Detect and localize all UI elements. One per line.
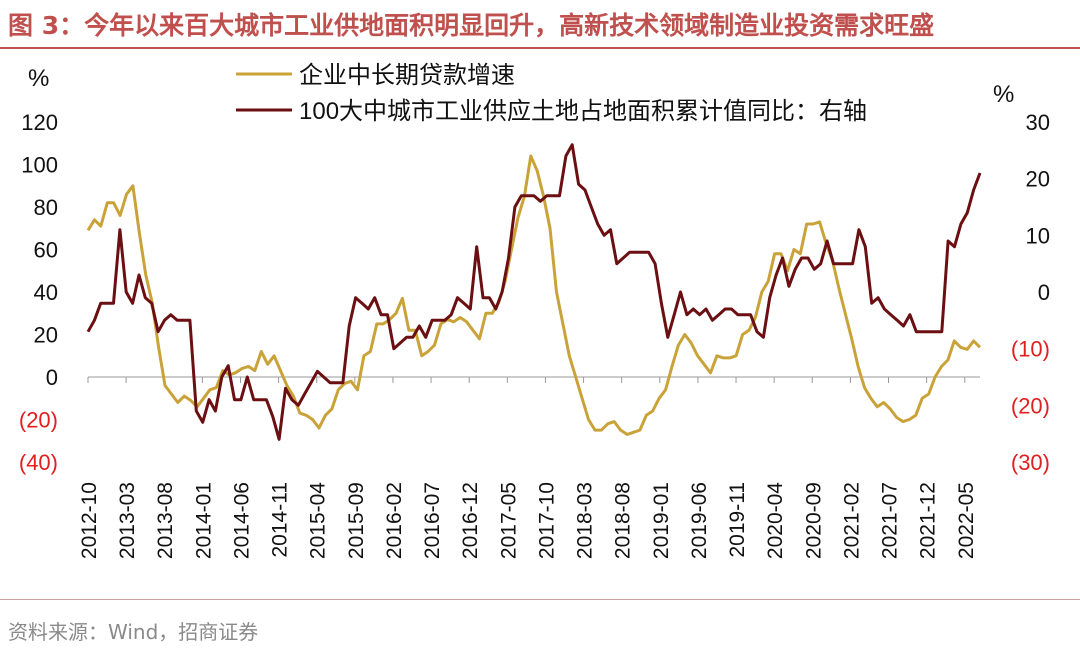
source-note: 资料来源：Wind，招商证券 [8, 620, 259, 644]
right-tick-label-1: 20 [1026, 167, 1050, 192]
x-tick-label-18: 2020-04 [764, 482, 787, 559]
legend-label-1: 100大中城市工业供应土地占地面积累计值同比：右轴 [299, 98, 867, 125]
x-axis: 2012-10 2013-03 2013-08 2014-01 2014-06 2014-… [78, 377, 978, 559]
left-tick-label-0: 120 [21, 110, 58, 135]
left-tick-label-3: 60 [34, 238, 58, 263]
x-tick-label-1: 2013-03 [116, 482, 139, 559]
left-tick-label-8: (40) [19, 450, 58, 475]
legend-label-0: 企业中长期贷款增速 [299, 62, 515, 89]
x-tick-label-20: 2021-02 [840, 482, 863, 559]
series-line-corp-loan-growth [86, 154, 982, 436]
right-tick-label-0: 30 [1026, 110, 1050, 135]
x-tick-label-19: 2020-09 [802, 482, 825, 559]
legend: 企业中长期贷款增速 100大中城市工业供应土地占地面积累计值同比：右轴 [236, 62, 867, 125]
footer-divider [0, 599, 1080, 600]
left-tick-label-2: 80 [34, 195, 58, 220]
right-axis: 30 20 10 0 (10) (20) (30) [1011, 110, 1050, 475]
title-divider [0, 47, 1080, 49]
x-tick-label-15: 2019-01 [650, 482, 673, 559]
right-tick-label-4: (10) [1011, 337, 1050, 362]
x-tick-label-12: 2017-10 [535, 482, 558, 559]
x-tick-label-6: 2015-04 [307, 482, 330, 559]
x-tick-label-13: 2018-03 [574, 482, 597, 559]
x-tick-label-21: 2021-07 [879, 482, 902, 559]
x-tick-label-5: 2014-11 [269, 482, 292, 558]
x-tick-label-8: 2016-02 [383, 482, 406, 559]
figure-title: 图 3：今年以来百大城市工业供地面积明显回升，高新技术领域制造业投资需求旺盛 [8, 11, 935, 40]
x-tick-label-2: 2013-08 [154, 482, 177, 559]
x-tick-label-16: 2019-06 [688, 482, 711, 559]
right-axis-unit: % [993, 81, 1014, 108]
right-tick-label-5: (20) [1011, 393, 1050, 418]
title-bar: 图 3：今年以来百大城市工业供地面积明显回升，高新技术领域制造业投资需求旺盛 [0, 0, 1080, 50]
x-tick-label-10: 2016-12 [459, 482, 482, 559]
x-tick-label-9: 2016-07 [421, 482, 444, 559]
x-tick-label-11: 2017-05 [497, 482, 520, 559]
x-tick-label-7: 2015-09 [345, 482, 368, 559]
x-tick-label-23: 2022-05 [955, 482, 978, 559]
series-line-industrial-land-supply [86, 143, 982, 441]
right-tick-label-2: 10 [1026, 223, 1050, 248]
left-tick-label-7: (20) [19, 408, 58, 433]
x-tick-label-3: 2014-01 [192, 482, 215, 559]
left-tick-label-5: 20 [34, 323, 58, 348]
left-tick-label-6: 0 [46, 365, 58, 390]
left-axis: 120 100 80 60 40 20 0 (20) (40) [19, 110, 58, 475]
left-axis-unit: % [28, 65, 49, 92]
x-tick-label-22: 2021-12 [917, 482, 940, 559]
left-tick-label-4: 40 [34, 280, 58, 305]
x-tick-label-4: 2014-06 [230, 482, 253, 559]
left-tick-label-1: 100 [21, 153, 58, 178]
x-tick-label-14: 2018-08 [612, 482, 635, 559]
x-tick-label-17: 2019-11 [726, 482, 749, 558]
right-tick-label-6: (30) [1011, 450, 1050, 475]
right-tick-label-3: 0 [1038, 280, 1050, 305]
x-tick-label-0: 2012-10 [78, 482, 101, 559]
